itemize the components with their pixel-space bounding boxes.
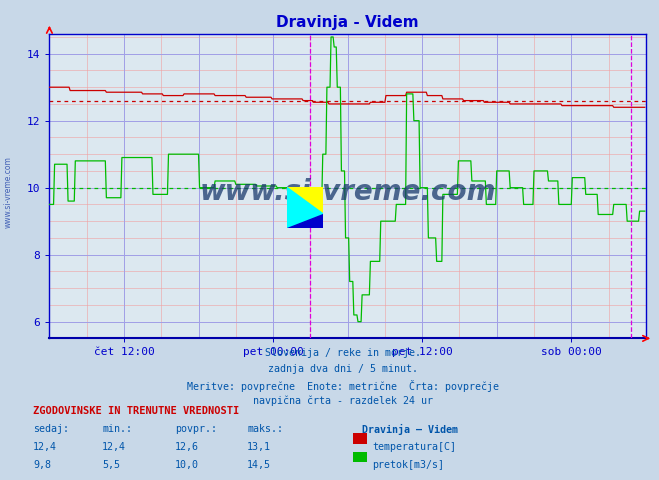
Polygon shape	[287, 214, 323, 228]
Text: www.si-vreme.com: www.si-vreme.com	[3, 156, 13, 228]
Title: Dravinja - Videm: Dravinja - Videm	[276, 15, 419, 30]
Text: 14,5: 14,5	[247, 460, 271, 470]
Text: 13,1: 13,1	[247, 442, 271, 452]
Text: maks.:: maks.:	[247, 424, 283, 434]
Text: navpična črta - razdelek 24 ur: navpična črta - razdelek 24 ur	[252, 396, 433, 406]
Text: Meritve: povprečne  Enote: metrične  Črta: povprečje: Meritve: povprečne Enote: metrične Črta:…	[186, 380, 499, 392]
Text: sedaj:: sedaj:	[33, 424, 69, 434]
Text: zadnja dva dni / 5 minut.: zadnja dva dni / 5 minut.	[268, 364, 418, 374]
Text: 12,6: 12,6	[175, 442, 198, 452]
Text: 12,4: 12,4	[102, 442, 126, 452]
Text: 10,0: 10,0	[175, 460, 198, 470]
Polygon shape	[287, 187, 323, 214]
Text: 9,8: 9,8	[33, 460, 51, 470]
Text: 5,5: 5,5	[102, 460, 120, 470]
Text: temperatura[C]: temperatura[C]	[372, 442, 456, 452]
Text: www.si-vreme.com: www.si-vreme.com	[200, 178, 496, 206]
Text: pretok[m3/s]: pretok[m3/s]	[372, 460, 444, 470]
Text: ZGODOVINSKE IN TRENUTNE VREDNOSTI: ZGODOVINSKE IN TRENUTNE VREDNOSTI	[33, 406, 239, 416]
Text: povpr.:: povpr.:	[175, 424, 217, 434]
Polygon shape	[287, 187, 323, 228]
Text: Slovenija / reke in morje.: Slovenija / reke in morje.	[265, 348, 420, 358]
Text: Dravinja – Videm: Dravinja – Videm	[362, 424, 459, 435]
Text: min.:: min.:	[102, 424, 132, 434]
Text: 12,4: 12,4	[33, 442, 57, 452]
